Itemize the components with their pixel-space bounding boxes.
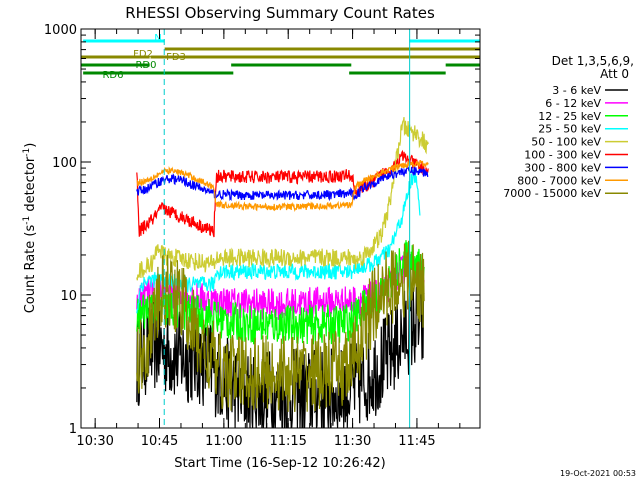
y-axis-label: Count Rate (s-1 detector-1): [22, 143, 38, 314]
legend-header-line-2: Att 0: [600, 67, 629, 81]
y-axis-label-mid: detector: [23, 156, 38, 216]
series-7000-15000-kev: [136, 240, 425, 413]
y-tick-label: 1: [69, 422, 77, 437]
series-50-100-kev: [136, 117, 429, 281]
legend-label-12-25-kev: 12 - 25 keV: [538, 110, 601, 123]
x-tick-label: 11:15: [269, 434, 306, 449]
legend-label-7000-15000-kev: 7000 - 15000 keV: [503, 187, 601, 200]
series-12-25-kev: [136, 240, 425, 345]
count-rate-series: [136, 117, 429, 428]
x-tick-label: 11:45: [398, 434, 435, 449]
y-axis-label-sup1: -1: [22, 216, 32, 225]
legend-label-3-6-kev: 3 - 6 keV: [552, 84, 601, 97]
legend-label-50-100-kev: 50 - 100 keV: [531, 136, 601, 149]
series-800-7000-kev: [136, 159, 429, 213]
legend-label-300-800-kev: 300 - 800 keV: [524, 161, 601, 174]
flag-n-label: N: [154, 33, 161, 44]
series-3-6-kev: [136, 285, 425, 428]
y-tick-label: 1000: [44, 23, 77, 38]
y-tick-label: 10: [60, 289, 77, 304]
x-tick-label: 10:30: [76, 434, 113, 449]
flag-rd0-label: RD0: [135, 60, 156, 71]
y-axis-label-main: Count Rate (s: [23, 225, 38, 314]
x-tick-label: 11:00: [205, 434, 242, 449]
plot-frame: [80, 28, 481, 429]
x-tick-label: 11:30: [334, 434, 371, 449]
y-axis-label-end: ): [23, 143, 38, 148]
legend-label-25-50-kev: 25 - 50 keV: [538, 123, 601, 136]
flag-rd6-label: RD6: [102, 70, 123, 81]
legend-label-6-12-kev: 6 - 12 keV: [545, 97, 601, 110]
y-axis-label-sup2: -1: [22, 148, 32, 157]
chart-title: RHESSI Observing Summary Count Rates: [125, 4, 435, 22]
legend-label-800-7000-kev: 800 - 7000 keV: [517, 174, 601, 187]
x-axis-label: Start Time (16-Sep-12 10:26:42): [174, 456, 385, 471]
axes: 1 10 100 1000 10:30 10:45 11:00 11:15 11:30 11:45: [44, 23, 480, 449]
x-tick-label: 10:45: [141, 434, 178, 449]
generated-timestamp: 19-Oct-2021 00:53: [560, 469, 636, 478]
flag-fd2-label: FD2: [133, 49, 153, 60]
legend-label-100-300-kev: 100 - 300 keV: [524, 149, 601, 162]
flag-fd3-label: FD3: [166, 52, 186, 63]
y-tick-label: 100: [52, 156, 77, 171]
legend-header-line-1: Det 1,3,5,6,9,: [552, 54, 634, 68]
